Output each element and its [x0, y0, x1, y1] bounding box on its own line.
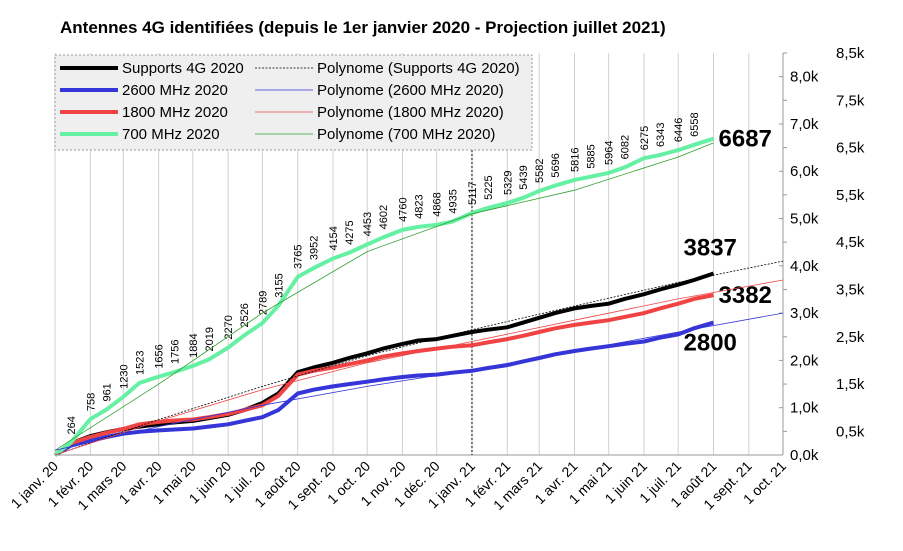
data-label: 4760: [397, 197, 409, 221]
end-label: 3837: [684, 235, 737, 262]
y-tick-label: 3,0k: [790, 305, 819, 322]
series-line: [53, 320, 715, 457]
data-label: 5329: [502, 170, 514, 194]
legend-label: Polynome (Supports 4G 2020): [317, 60, 520, 77]
data-label: 5964: [604, 140, 616, 164]
legend-label: 1800 MHz 2020: [122, 104, 228, 121]
data-label: 1656: [154, 344, 166, 368]
data-label: 3952: [309, 236, 321, 260]
data-label: 2526: [239, 303, 251, 327]
legend-label: Polynome (2600 MHz 2020): [317, 82, 504, 99]
data-label: 264: [66, 416, 78, 434]
y-tick-label: 1,0k: [790, 400, 819, 417]
series-line: [53, 271, 715, 457]
data-label: 4154: [328, 226, 340, 250]
data-label: 1230: [118, 364, 130, 388]
data-label: 5439: [518, 165, 530, 189]
data-label: 4823: [413, 194, 425, 218]
data-label: 4602: [378, 205, 390, 229]
data-label: 5117: [467, 181, 479, 205]
end-label: 6687: [719, 126, 772, 153]
end-label: 2800: [684, 330, 737, 357]
legend-label: Polynome (700 MHz 2020): [317, 126, 495, 143]
data-label: 5885: [585, 144, 597, 168]
chart-title: Antennes 4G identifiées (depuis le 1er j…: [60, 18, 666, 37]
data-label: 3765: [293, 244, 305, 268]
data-label: 5816: [570, 147, 582, 171]
data-label: 6558: [689, 112, 701, 136]
y2-tick-label: 5,5k: [836, 187, 865, 204]
data-label: 4453: [362, 212, 374, 236]
data-label: 5582: [534, 159, 546, 183]
data-label: 2789: [257, 291, 269, 315]
y2-tick-label: 3,5k: [836, 281, 865, 298]
legend-label: Supports 4G 2020: [122, 60, 244, 77]
y-tick-label: 5,0k: [790, 211, 819, 228]
y2-tick-label: 4,5k: [836, 234, 865, 251]
data-label: 5696: [550, 153, 562, 177]
data-label: 5225: [483, 175, 495, 199]
y-tick-label: 7,0k: [790, 116, 819, 133]
y-tick-label: 4,0k: [790, 258, 819, 275]
data-label: 6343: [655, 123, 667, 147]
series-line: [53, 293, 714, 457]
data-label: 6275: [639, 126, 651, 150]
series-line: [53, 136, 715, 457]
legend-label: 700 MHz 2020: [122, 126, 220, 143]
series-line: [54, 279, 784, 456]
y-tick-label: 2,0k: [790, 352, 819, 369]
y2-tick-label: 6,5k: [836, 140, 865, 157]
legend-label: 2600 MHz 2020: [122, 82, 228, 99]
data-label: 6446: [673, 118, 685, 142]
data-label: 2019: [204, 327, 216, 351]
y-tick-label: 6,0k: [790, 163, 819, 180]
y2-tick-label: 1,5k: [836, 376, 865, 393]
series-line: [54, 142, 714, 451]
y2-tick-label: 0,5k: [836, 423, 865, 440]
y2-tick-label: 2,5k: [836, 329, 865, 346]
data-label: 4935: [448, 189, 460, 213]
legend-label: Polynome (1800 MHz 2020): [317, 104, 504, 121]
end-label: 3382: [719, 282, 772, 309]
series-line: [54, 260, 784, 456]
data-label: 4275: [344, 220, 356, 244]
y2-tick-label: 8,5k: [836, 45, 865, 62]
data-label: 961: [101, 383, 113, 401]
data-label: 1523: [134, 350, 146, 374]
y-tick-label: 0,0k: [790, 447, 819, 464]
data-label: 6082: [620, 135, 632, 159]
data-label: 4868: [432, 192, 444, 216]
y2-tick-label: 7,5k: [836, 92, 865, 109]
data-label: 3155: [273, 273, 285, 297]
series-line: [54, 312, 784, 451]
data-label: 1756: [170, 339, 182, 363]
data-label: 1884: [188, 333, 200, 357]
y-tick-label: 8,0k: [790, 69, 819, 86]
data-label: 758: [85, 393, 97, 411]
